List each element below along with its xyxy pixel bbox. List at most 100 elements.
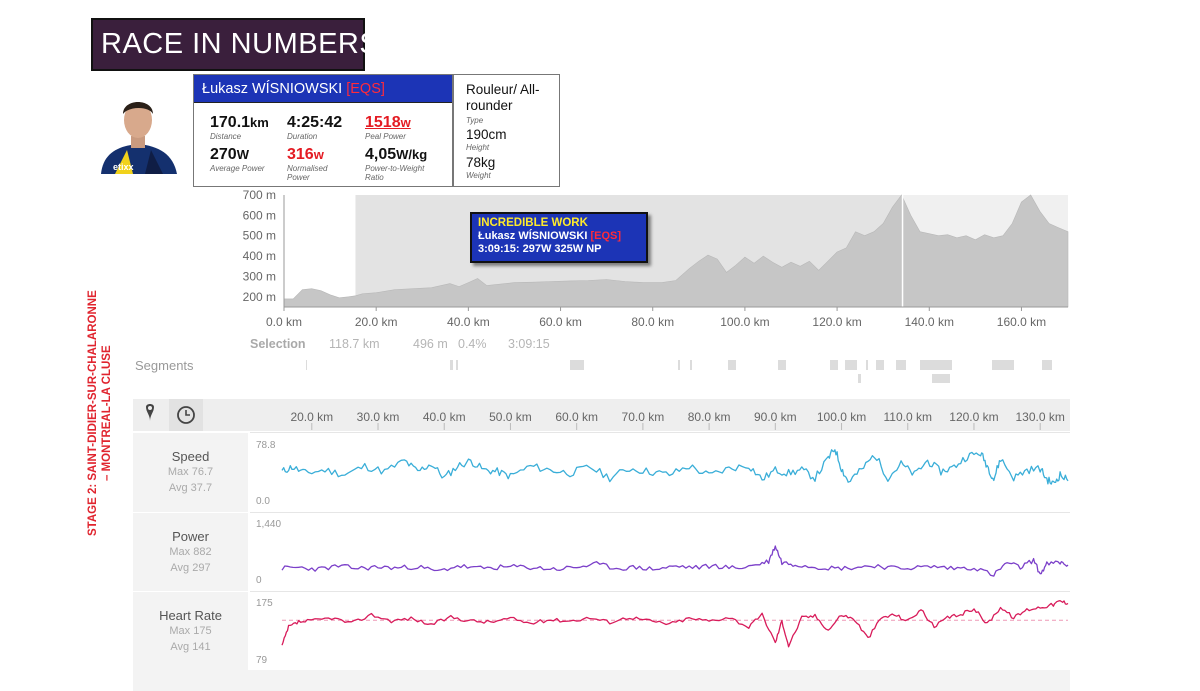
map-pin-button[interactable] [133,399,167,431]
elevation-y-tick: 700 m [243,188,276,202]
elevation-y-tick: 300 m [243,269,276,283]
heart-rate-series-line [281,600,1069,648]
segment[interactable] [896,360,906,370]
elevation-x-tick: 20.0 km [355,315,398,329]
stat-peak-power-label: Peal Power [365,132,406,141]
stat-peak-power: 1518w Peal Power [365,114,411,141]
speed-series-line [281,449,1069,485]
speed-avg: Avg 37.7 [168,482,213,494]
segment[interactable] [778,360,786,370]
distance-tick: 30.0 km [357,410,400,424]
segment[interactable] [866,360,868,370]
rider-type-value: Rouleur/ All-rounder [466,82,540,113]
stat-average-power-unit: W [236,147,249,162]
power-ymin: 0 [256,575,262,586]
heart-rate-panel-label: Heart Rate Max 175 Avg 141 [133,591,248,670]
segment[interactable] [450,360,453,370]
speed-max: Max 76.7 [167,466,214,478]
stat-power-to-weight-label: Power-to-Weight Ratio [365,164,425,182]
segments-track[interactable] [280,356,1070,386]
stat-duration: 4:25:42 Duration [287,114,342,141]
segment[interactable] [876,360,884,370]
rider-team: [EQS] [346,81,385,97]
elevation-x-tick: 80.0 km [631,315,674,329]
elevation-x-tick: 140.0 km [905,315,954,329]
power-ymax: 1,440 [256,519,282,530]
power-plot-area[interactable] [250,512,1070,591]
power-series-line [281,545,1069,577]
speed-plot-area[interactable] [250,432,1070,512]
selection-elevation: 496 m [413,337,448,351]
next-panel-strip [133,670,1070,691]
speed-chart[interactable] [250,432,1070,511]
distance-tick: 50.0 km [489,410,532,424]
distance-tick: 120.0 km [949,410,998,424]
distance-tick: 20.0 km [290,410,333,424]
heart-rate-ymin: 79 [256,655,268,666]
svg-text:etixx: etixx [113,162,134,172]
tooltip-heading: INCREDIBLE WORK [478,217,588,229]
power-max: Max 882 [169,546,212,558]
stat-normalised-power-label: Normalised Power [287,164,328,182]
stat-distance-unit: km [250,115,269,130]
segment[interactable] [456,360,458,370]
tooltip-detail: 3:09:15: 297W 325W NP [478,243,602,255]
heart-rate-plot-area[interactable] [250,591,1070,670]
rider-weight-label: Weight [466,171,491,180]
segment[interactable] [678,360,680,370]
segment[interactable] [306,360,307,370]
segments-label: Segments [135,358,194,373]
elevation-x-tick: 100.0 km [720,315,769,329]
selection-time: 3:09:15 [508,337,550,351]
segment[interactable] [690,360,692,370]
stat-power-to-weight-unit: W/kg [396,147,428,162]
elevation-y-tick: 200 m [243,290,276,304]
stage-name: STAGE 2: SAINT-DIDIER-SUR-CHALARONNE – M… [87,290,113,536]
rider-photo: etixx [93,84,183,174]
stat-peak-power-value: 1518 [365,114,401,131]
heart-rate-chart[interactable] [250,591,1070,669]
selection-distance: 118.7 km [329,337,380,351]
heart-rate-avg: Avg 141 [170,641,211,653]
distance-tick: 130.0 km [1016,410,1065,424]
distance-tick: 80.0 km [688,410,731,424]
stat-average-power-label: Average Power [210,164,265,173]
elevation-x-tick: 60.0 km [539,315,582,329]
elevation-x-tick: 120.0 km [812,315,861,329]
stat-power-to-weight: 4,05W/kg Power-to-Weight Ratio [365,146,445,182]
segment[interactable] [858,374,861,383]
tooltip-team: [EQS] [590,230,622,242]
stat-distance: 170.1km Distance [210,114,269,141]
heart-rate-ymax: 175 [256,598,273,609]
stat-distance-label: Distance [210,132,242,141]
rider-name: Łukasz WÍSNIOWSKI [202,81,343,97]
stat-distance-value: 170.1 [210,114,251,131]
segment[interactable] [920,360,952,370]
segment[interactable] [570,360,584,370]
elevation-y-tick: 500 m [243,229,276,243]
speed-panel-label: Speed Max 76.7 Avg 37.7 [133,432,248,512]
elevation-y-tick: 400 m [243,249,276,263]
segment[interactable] [992,360,1014,370]
stat-duration-value: 4:25:42 [287,114,343,131]
elevation-chart[interactable]: 200 m 300 m 400 m 500 m 600 m 700 m 0.0 km 20.0… [230,185,1080,335]
tooltip-rider: Łukasz WÍSNIOWSKI [478,230,588,242]
segment[interactable] [728,360,736,370]
segment[interactable] [845,360,857,370]
speed-ymin: 0.0 [256,496,270,507]
distance-tick: 40.0 km [423,410,466,424]
page-title: RACE IN NUMBERS [91,18,379,71]
clock-button[interactable] [169,399,203,431]
segment[interactable] [830,360,838,370]
power-chart[interactable] [250,512,1070,590]
rider-weight-value: 78kg [466,155,496,170]
elevation-y-tick: 600 m [243,208,276,222]
power-title: Power [172,529,209,544]
chart-toolbar [133,399,1070,431]
segment[interactable] [932,374,950,383]
speed-title: Speed [171,449,210,464]
distance-axis: 20.0 km 30.0 km 40.0 km 50.0 km 60.0 km 70.0 … [290,410,1065,430]
clock-icon [177,406,195,424]
elevation-area [283,194,1069,308]
segment[interactable] [1042,360,1052,370]
